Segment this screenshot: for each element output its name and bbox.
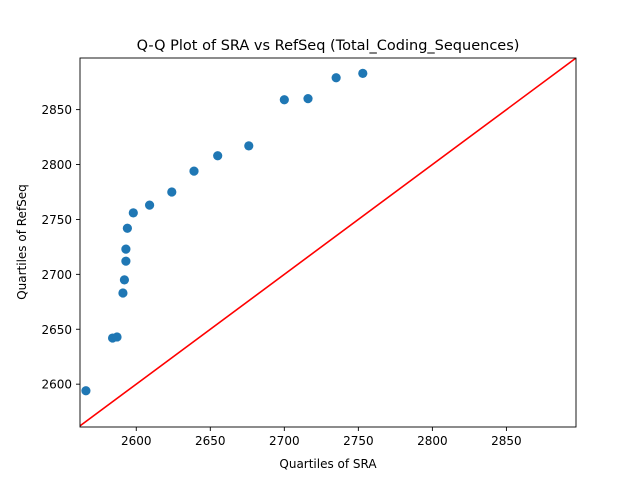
y-axis-ticks: 2600 2650 2700 2750 2800 2850 (41, 103, 80, 392)
x-tick-label: 2750 (343, 434, 374, 448)
data-point (128, 208, 138, 218)
data-point (303, 94, 313, 104)
data-point (112, 332, 122, 342)
x-tick-label: 2650 (195, 434, 226, 448)
reference-line-y-equals-x (80, 58, 576, 427)
data-point (118, 288, 128, 298)
data-point (167, 187, 177, 197)
data-point (279, 95, 289, 105)
y-tick-label: 2650 (41, 323, 72, 337)
axes-frame (79, 57, 577, 428)
x-tick-label: 2850 (491, 434, 522, 448)
chart-title: Q-Q Plot of SRA vs RefSeq (Total_Coding_… (137, 38, 520, 54)
data-point (144, 200, 155, 210)
y-tick-label: 2750 (41, 213, 72, 227)
x-axis-ticks: 2600 2650 2700 2750 2800 2850 (121, 427, 522, 448)
data-point (358, 68, 368, 78)
y-axis-label: Quartiles of RefSeq (15, 184, 29, 300)
data-point (244, 141, 254, 151)
data-points (81, 68, 368, 396)
y-tick-label: 2600 (41, 378, 72, 392)
data-point (121, 244, 131, 254)
x-axis-label: Quartiles of SRA (279, 457, 377, 471)
data-point (119, 275, 130, 285)
data-point (81, 386, 91, 396)
data-point (213, 151, 223, 161)
y-tick-label: 2700 (41, 268, 72, 282)
data-point (331, 73, 341, 83)
x-tick-label: 2700 (269, 434, 300, 448)
data-point (121, 256, 131, 266)
x-tick-label: 2600 (121, 434, 152, 448)
y-tick-label: 2800 (41, 158, 72, 172)
plot-area (79, 57, 577, 428)
y-tick-label: 2850 (41, 103, 72, 117)
data-point (122, 223, 132, 233)
x-tick-label: 2800 (417, 434, 448, 448)
data-point (189, 166, 199, 176)
